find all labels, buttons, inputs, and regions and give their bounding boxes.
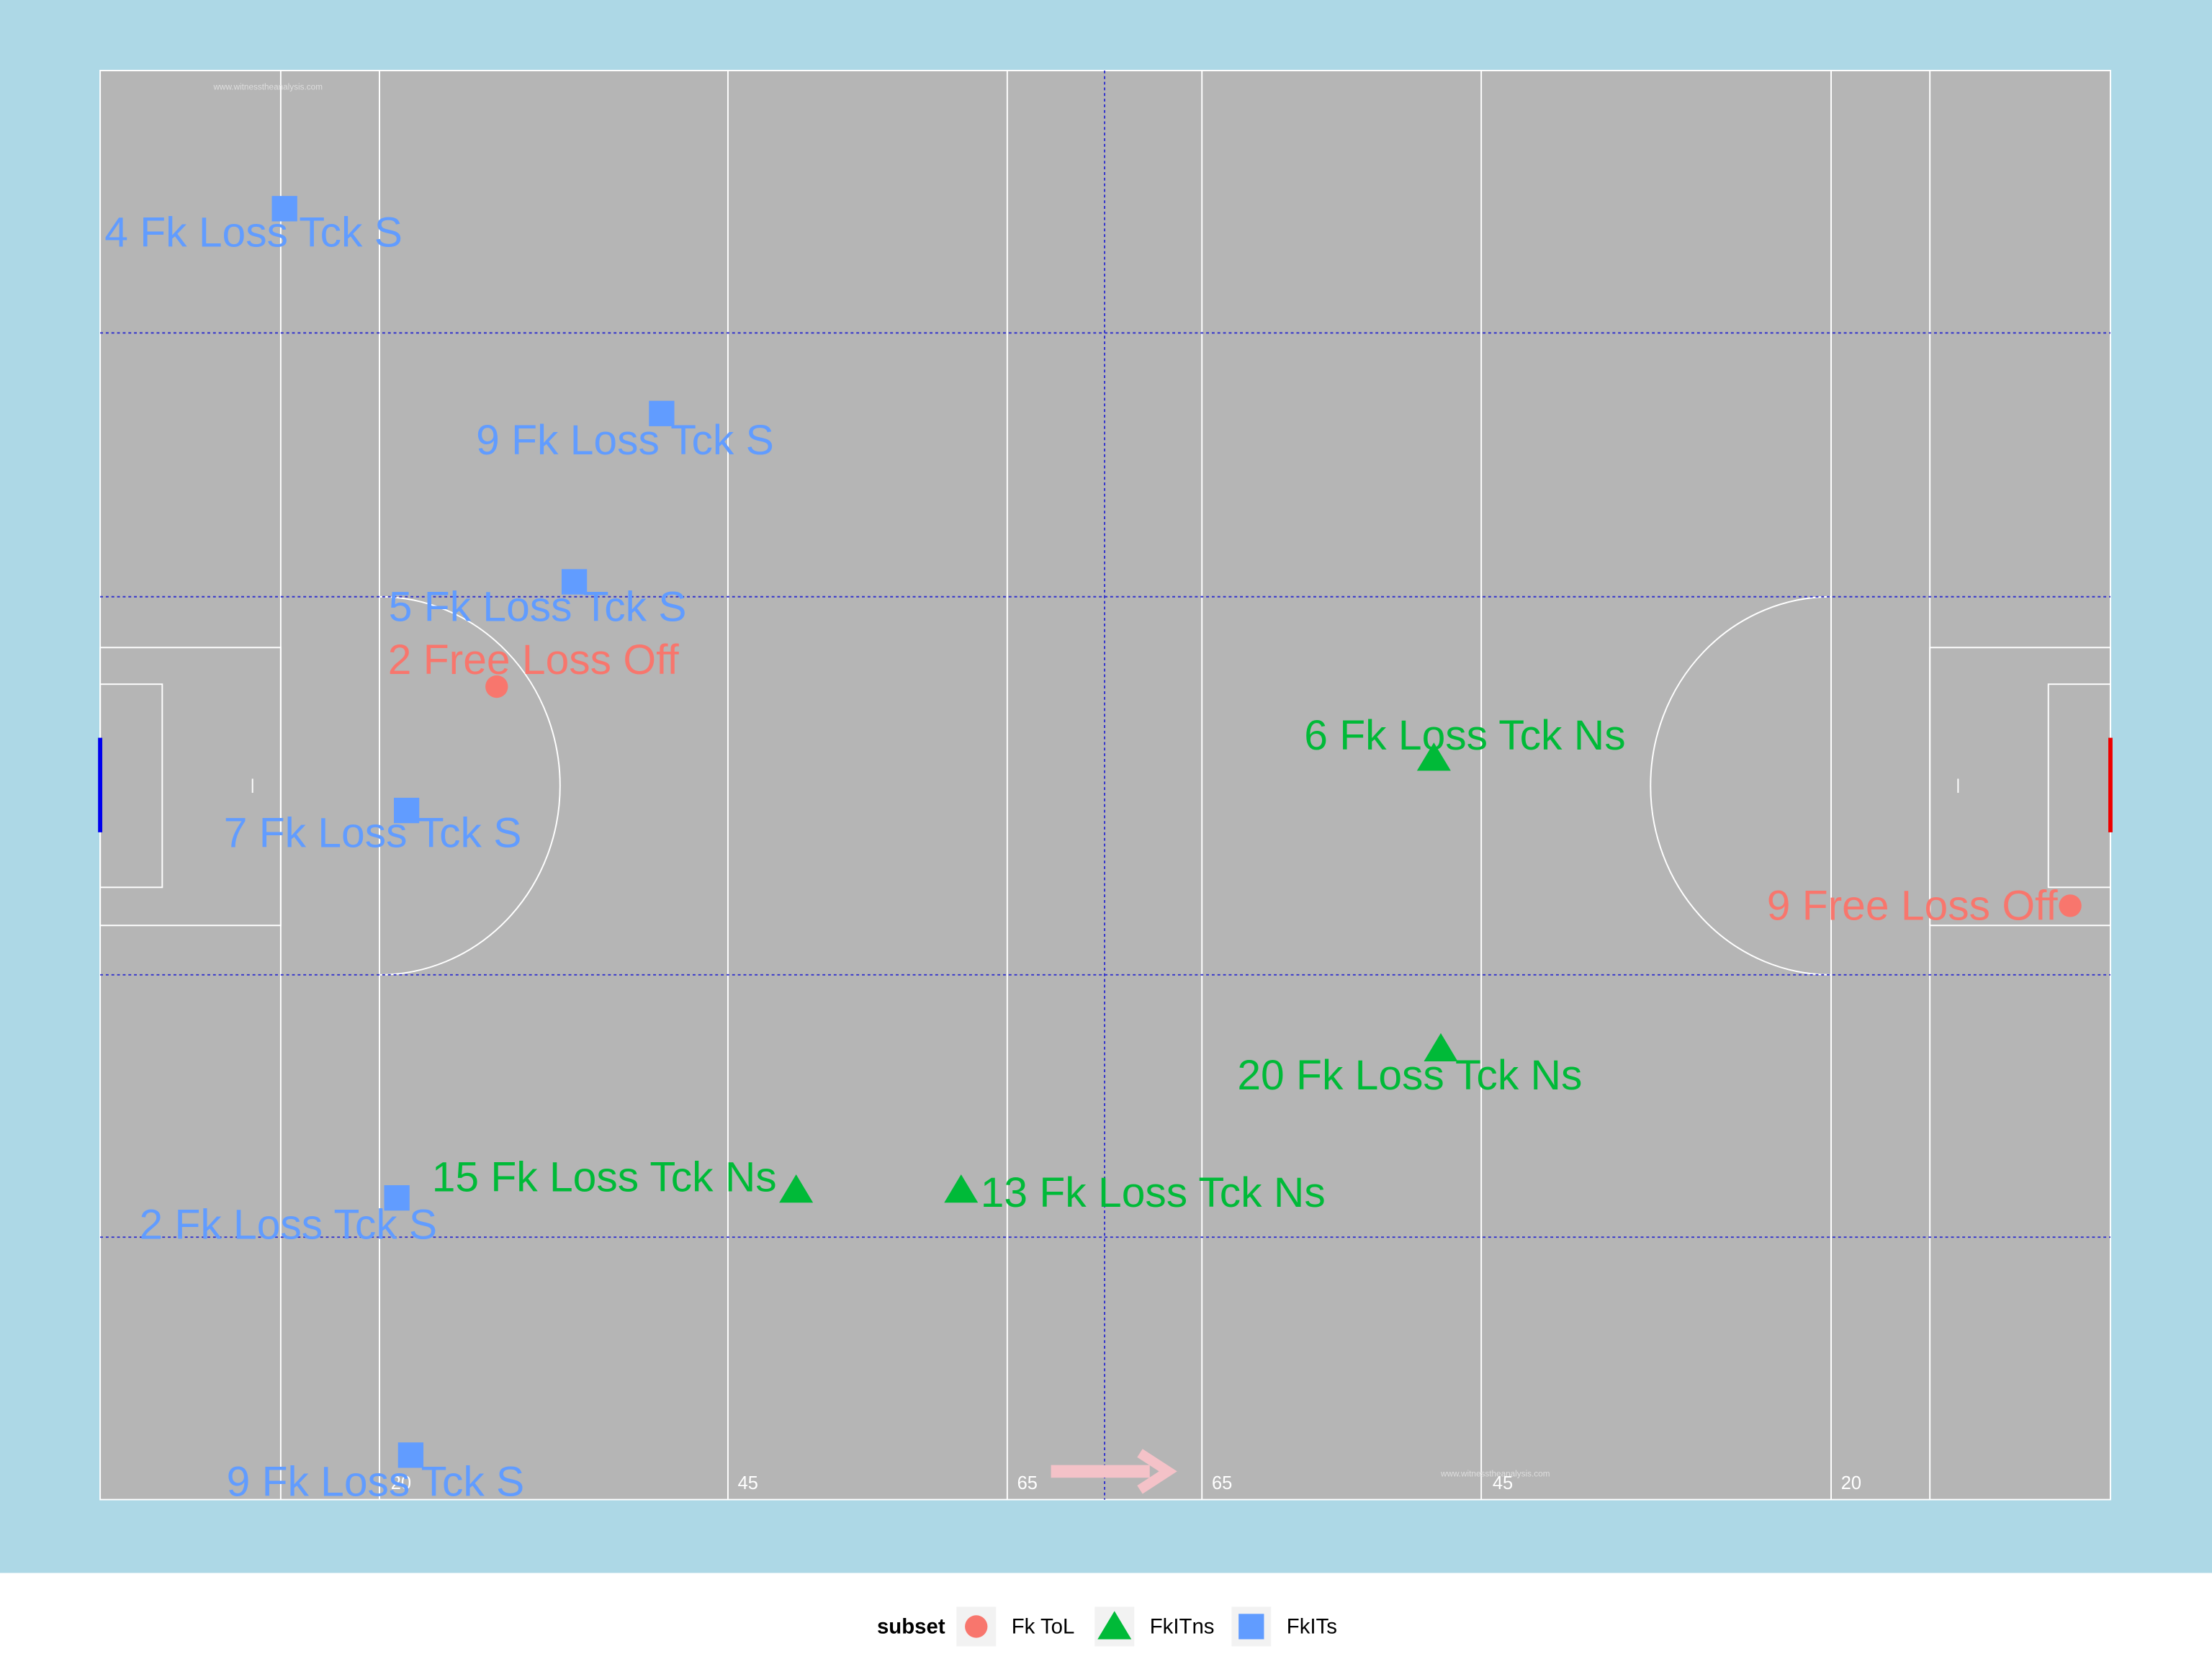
pitch-lines	[99, 70, 2111, 1500]
direction-arrow-head	[1137, 1449, 1177, 1494]
point-label: 5 Fk Loss Tck S	[389, 584, 687, 631]
pitch-label: 65	[1017, 1473, 1038, 1493]
point	[393, 797, 420, 824]
point-label: 7 Fk Loss Tck S	[224, 809, 522, 856]
point	[779, 1174, 814, 1203]
point-label: 15 Fk Loss Tck Ns	[432, 1154, 777, 1200]
point	[2059, 894, 2082, 917]
pitch-label: 65	[1212, 1473, 1232, 1493]
point-label: 9 Free Loss Off	[1767, 882, 2059, 929]
point-label: 6 Fk Loss Tck Ns	[1304, 712, 1625, 759]
point	[384, 1184, 410, 1211]
point	[397, 1442, 424, 1468]
legend-label: Fk ToL	[1012, 1615, 1075, 1639]
point-label: 4 Fk Loss Tck S	[104, 210, 403, 256]
point	[944, 1174, 979, 1203]
point-label: 2 Free Loss Off	[388, 637, 680, 683]
legend-symbol	[965, 1615, 988, 1638]
point	[485, 675, 508, 698]
point-label: 2 Fk Loss Tck S	[139, 1201, 437, 1248]
legend-title: subset	[877, 1615, 945, 1639]
point	[649, 400, 675, 426]
point	[561, 569, 588, 595]
legend-symbol	[1238, 1614, 1264, 1640]
pitch-label: 20	[391, 1473, 411, 1493]
point	[1424, 1033, 1458, 1061]
point	[271, 196, 297, 222]
pitch-label: 20	[1841, 1473, 1861, 1493]
point	[1416, 742, 1451, 771]
legend-label: FkITns	[1150, 1615, 1215, 1639]
point-label: 13 Fk Loss Tck Ns	[981, 1169, 1326, 1216]
point-label: 9 Fk Loss Tck S	[227, 1459, 525, 1506]
watermark: www.witnesstheanalysis.com	[212, 83, 323, 92]
guide-lines	[100, 70, 2110, 1500]
point-label: 9 Fk Loss Tck S	[476, 417, 774, 464]
legend-label: FkITs	[1287, 1615, 1337, 1639]
legend-symbol	[1097, 1611, 1132, 1640]
watermark: www.witnesstheanalysis.com	[1440, 1469, 1550, 1478]
pitch-label: 45	[1493, 1473, 1513, 1493]
point-label: 20 Fk Loss Tck Ns	[1237, 1052, 1582, 1099]
pitch-label: 45	[738, 1473, 758, 1493]
